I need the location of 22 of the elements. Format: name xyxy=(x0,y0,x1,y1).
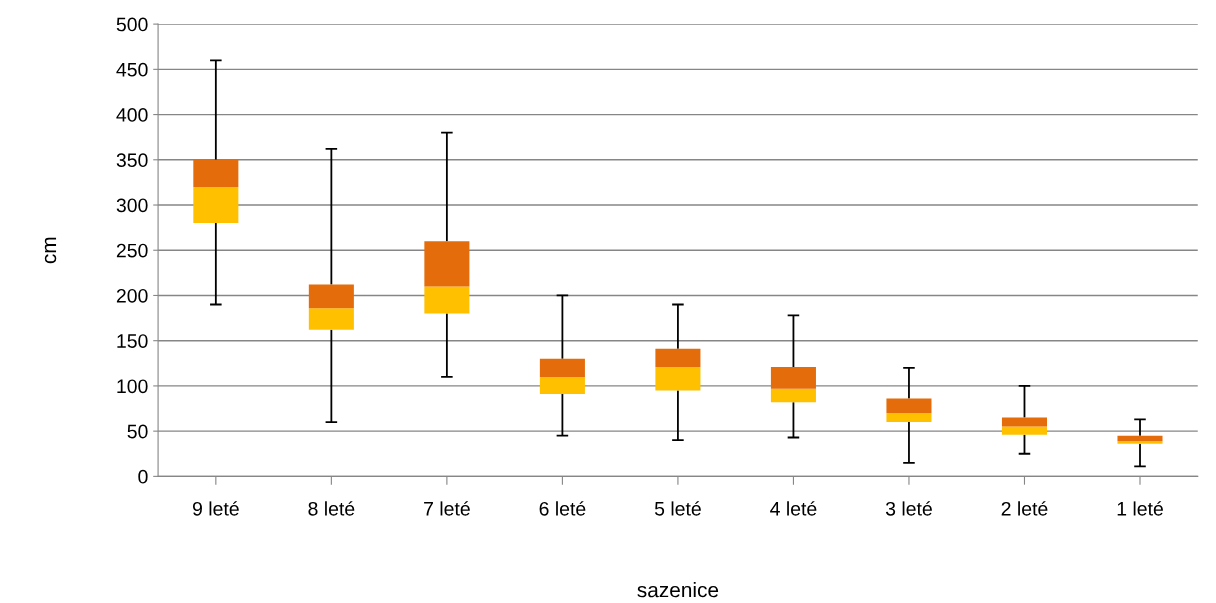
x-tick-label: 5 leté xyxy=(654,501,701,516)
x-tick-label: 2 leté xyxy=(1001,501,1048,516)
x-tick-label: 9 leté xyxy=(192,501,239,516)
x-axis-title: sazenice xyxy=(637,582,719,598)
y-tick-label: 500 xyxy=(116,17,148,32)
y-tick-label: 350 xyxy=(116,153,148,168)
x-tick-label: 3 leté xyxy=(885,501,932,516)
y-tick-label: 300 xyxy=(116,198,148,213)
x-tick-label: 8 leté xyxy=(308,501,355,516)
x-tick-label: 1 leté xyxy=(1117,501,1163,516)
y-tick-label: 400 xyxy=(116,108,148,122)
y-tick-label: 50 xyxy=(127,424,148,439)
y-tick-label: 150 xyxy=(117,334,148,348)
y-tick-label: 200 xyxy=(116,288,148,303)
x-tick-label: 4 leté xyxy=(770,501,817,516)
y-tick-label: 250 xyxy=(116,243,148,258)
y-tick-label: 450 xyxy=(116,62,148,77)
y-tick-label: 100 xyxy=(117,379,148,394)
y-tick-label: 0 xyxy=(138,469,148,484)
x-tick-label: 6 leté xyxy=(539,501,586,516)
y-axis-title: cm xyxy=(44,237,57,264)
x-tick-label: 7 leté xyxy=(424,501,470,516)
